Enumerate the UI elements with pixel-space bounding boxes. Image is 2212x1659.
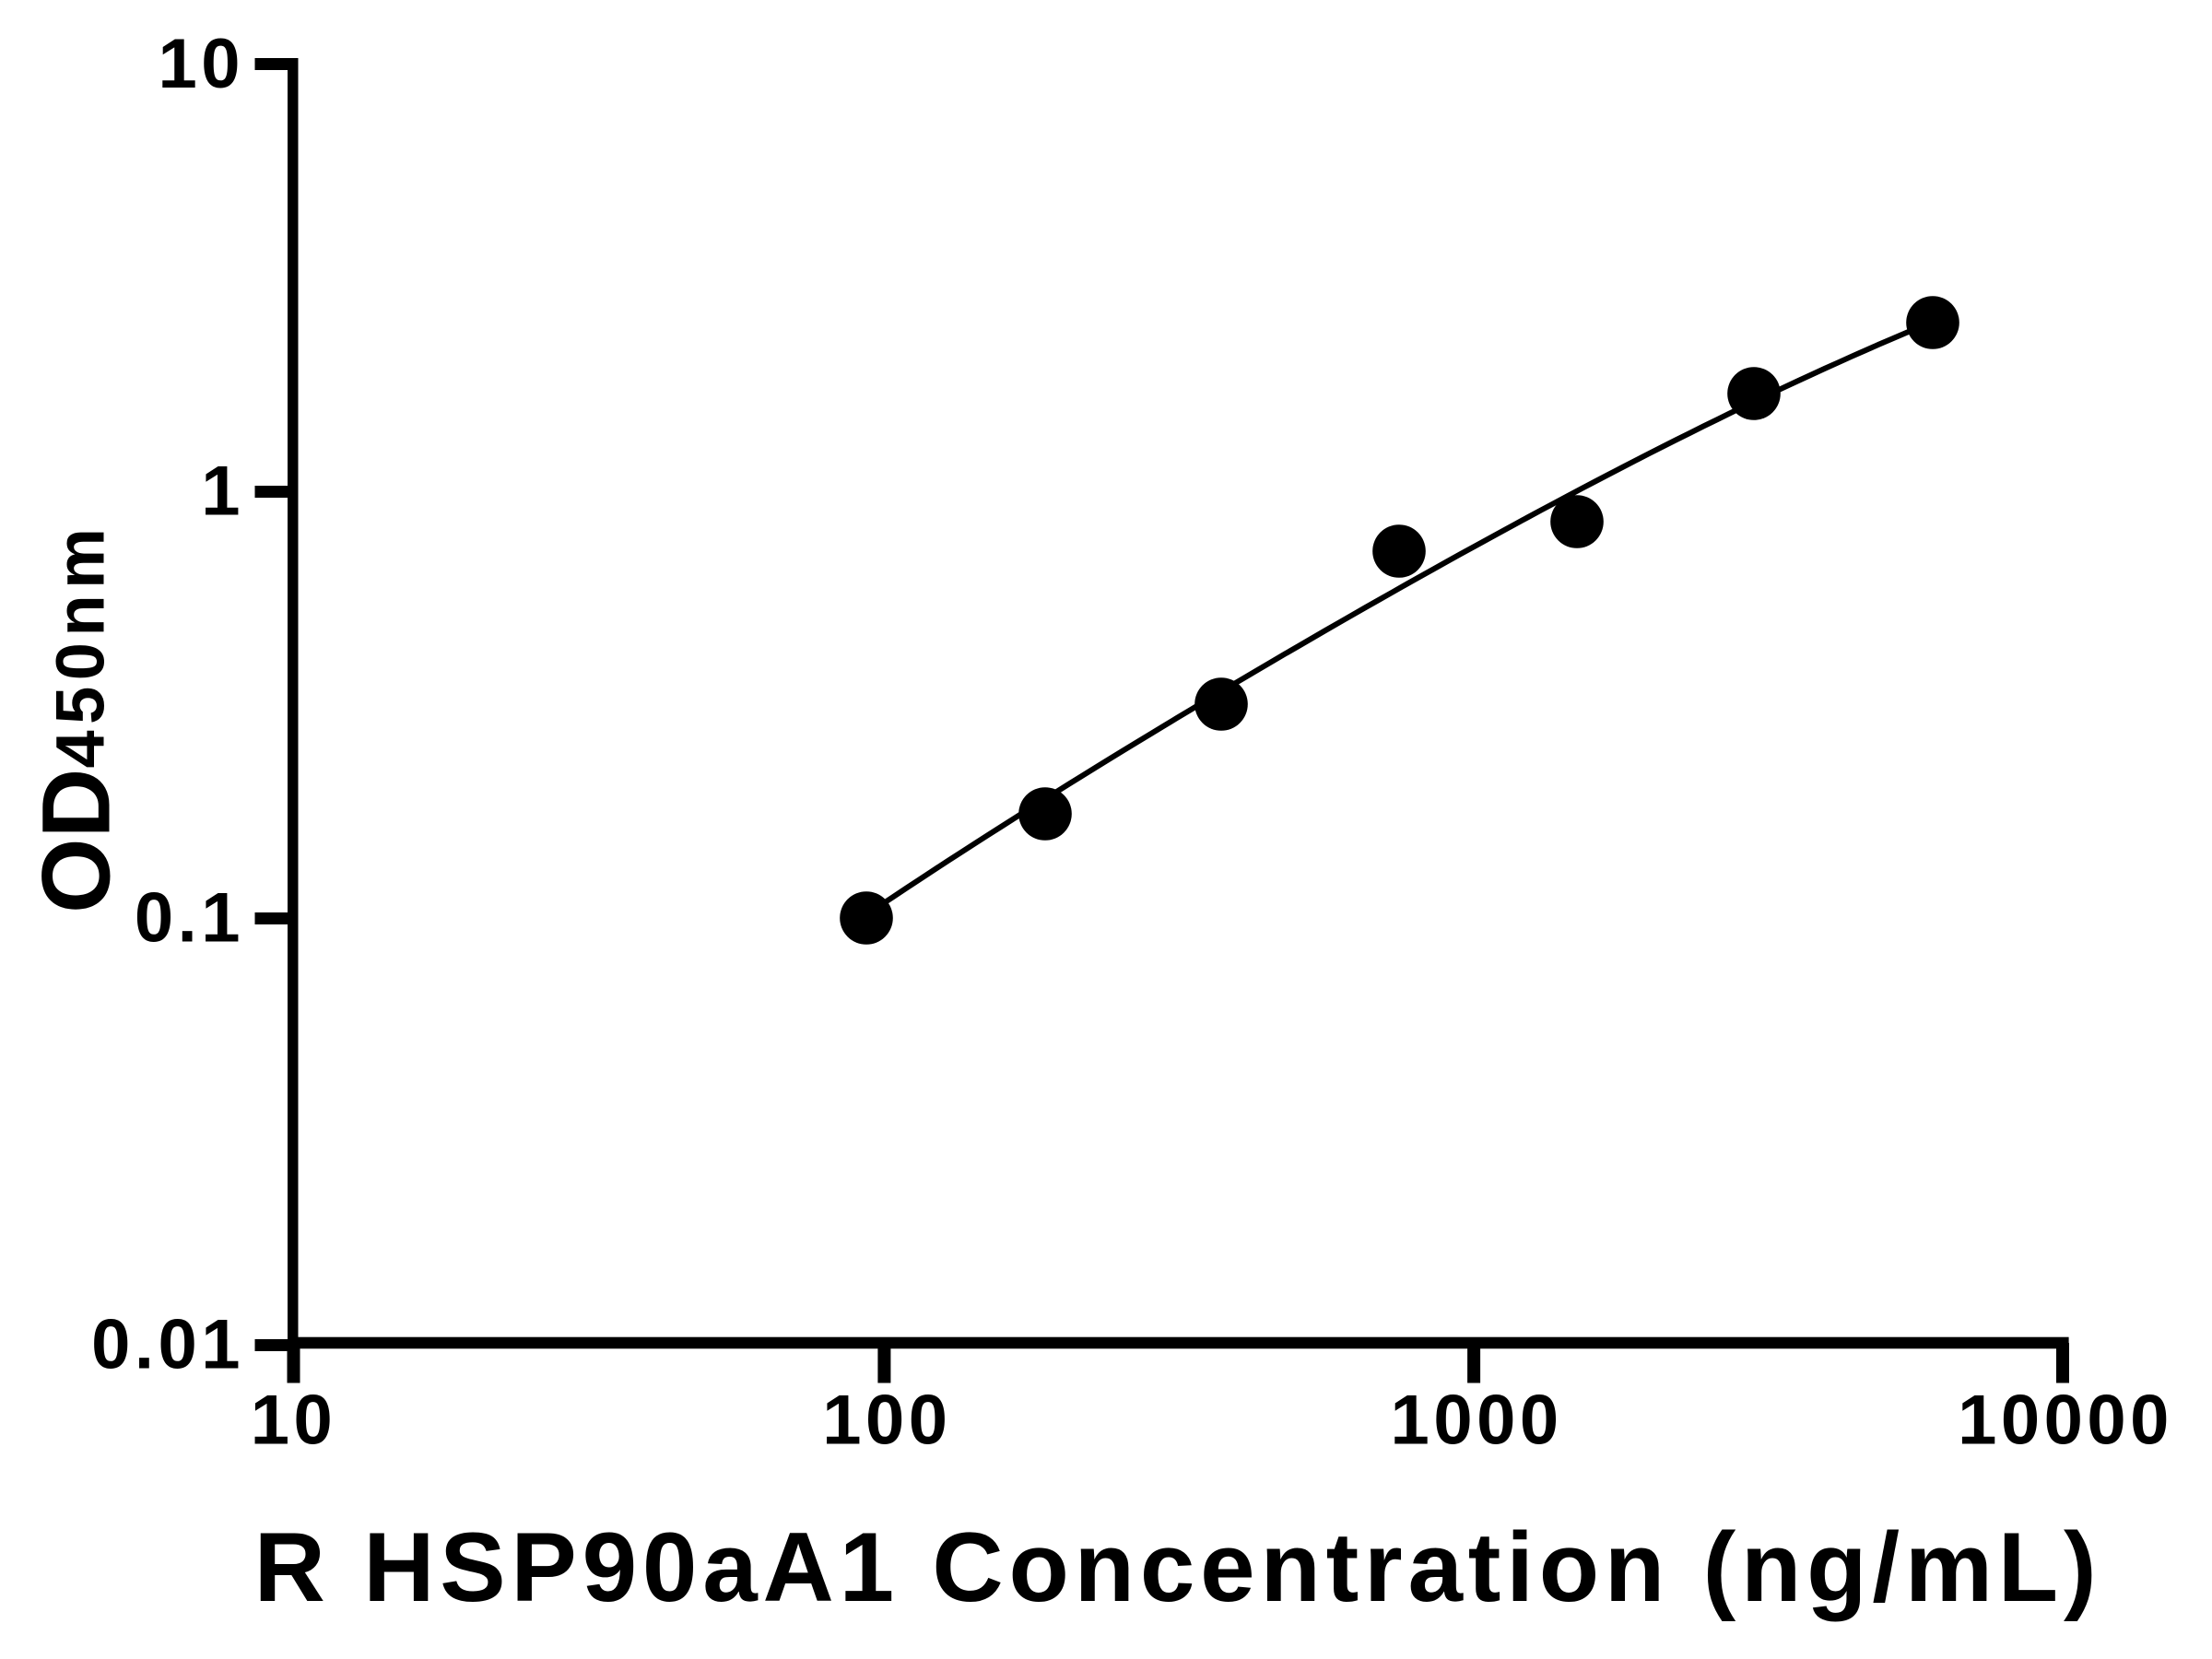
svg-text:100: 100 xyxy=(822,1382,951,1460)
svg-text:1000: 1000 xyxy=(1391,1382,1563,1460)
svg-text:0.1: 0.1 xyxy=(135,879,244,958)
svg-text:10000: 10000 xyxy=(1958,1382,2173,1460)
svg-text:10: 10 xyxy=(158,25,244,103)
svg-text:1: 1 xyxy=(201,453,244,531)
svg-text:R HSP90aA1 Concentration (ng/m: R HSP90aA1 Concentration (ng/mL) xyxy=(254,1512,2102,1622)
svg-text:10: 10 xyxy=(251,1382,337,1460)
svg-text:0.01: 0.01 xyxy=(91,1306,244,1384)
